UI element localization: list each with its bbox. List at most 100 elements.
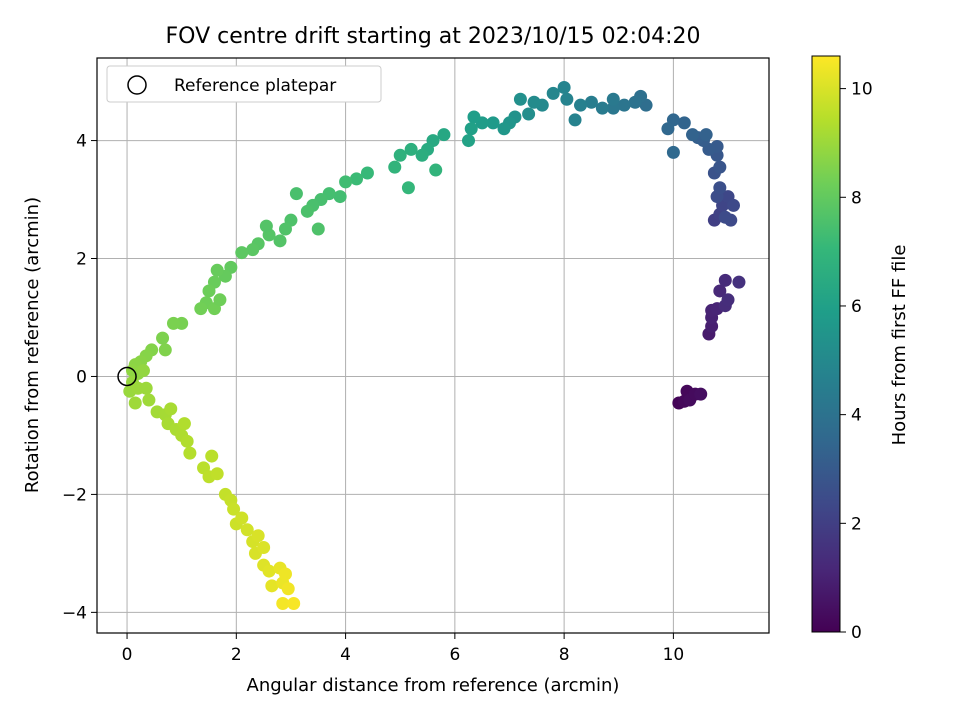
colorbar-tick-label: 8 <box>851 188 862 208</box>
colorbar-tick-label: 0 <box>851 623 862 643</box>
data-point <box>404 142 418 156</box>
data-point <box>401 181 415 195</box>
data-point <box>677 116 691 130</box>
data-point <box>718 273 732 287</box>
y-axis-ticks: −4 −2 0 2 4 <box>62 132 97 623</box>
data-point <box>568 113 582 127</box>
data-point <box>464 122 478 136</box>
data-point <box>333 190 347 204</box>
data-point <box>246 243 260 257</box>
data-point <box>546 86 560 100</box>
data-point <box>557 80 571 94</box>
y-axis-label: Rotation from reference (arcmin) <box>22 197 43 493</box>
data-point <box>139 381 153 395</box>
data-point <box>718 210 732 224</box>
data-point <box>574 98 588 112</box>
data-point <box>686 128 700 142</box>
data-point <box>360 166 374 180</box>
data-point <box>350 172 364 186</box>
data-point <box>257 540 271 554</box>
data-point <box>259 219 273 233</box>
data-point <box>278 567 292 581</box>
data-point <box>300 204 314 218</box>
data-point <box>661 122 675 136</box>
data-point <box>713 284 727 298</box>
data-point <box>166 316 180 330</box>
data-point <box>156 331 170 345</box>
legend: Reference platepar <box>106 65 382 103</box>
data-point <box>281 582 295 596</box>
data-point <box>177 417 191 431</box>
data-point <box>694 387 708 401</box>
colorbar-ticks: 0 2 4 6 8 10 <box>840 80 873 643</box>
data-points <box>123 80 746 611</box>
colorbar: 0 2 4 6 8 10 Hours from first FF file <box>811 55 910 643</box>
legend-box <box>106 65 382 103</box>
data-point <box>180 434 194 448</box>
data-point <box>486 116 500 130</box>
data-point <box>194 302 208 316</box>
reference-platepar-marker <box>117 366 137 387</box>
data-point <box>183 446 197 460</box>
y-tick-label: −4 <box>62 603 87 623</box>
data-point <box>262 564 276 578</box>
colorbar-tick-label: 2 <box>851 514 862 534</box>
data-point <box>311 222 325 236</box>
data-point <box>713 160 727 174</box>
y-tick-label: 0 <box>76 367 87 387</box>
data-point <box>289 187 303 201</box>
data-point <box>240 523 254 537</box>
data-point <box>732 275 746 289</box>
data-point <box>227 502 241 516</box>
x-axis-ticks: 0 2 4 6 8 10 <box>122 633 685 665</box>
data-point <box>287 597 301 611</box>
x-tick-label: 0 <box>122 645 133 665</box>
data-point <box>235 511 249 525</box>
data-point <box>497 122 511 136</box>
data-point <box>235 246 249 260</box>
data-point <box>462 134 476 148</box>
data-point <box>210 467 224 481</box>
plot-frame <box>96 57 770 634</box>
data-point <box>713 181 727 195</box>
data-point <box>595 101 609 115</box>
data-point <box>265 579 279 593</box>
data-point <box>467 110 481 124</box>
data-point <box>617 98 631 112</box>
data-point <box>251 529 265 543</box>
legend-open-circle-icon <box>127 75 147 95</box>
data-point <box>666 145 680 159</box>
chart-title: FOV centre drift starting at 2023/10/15 … <box>166 24 701 49</box>
data-point <box>158 343 172 357</box>
colorbar-tick-label: 10 <box>851 80 873 100</box>
data-point <box>273 234 287 248</box>
y-tick-label: 2 <box>76 250 87 270</box>
x-tick-label: 10 <box>663 645 685 665</box>
data-point <box>415 148 429 162</box>
data-point <box>437 128 451 142</box>
data-point <box>202 284 216 298</box>
plot-area <box>97 58 769 633</box>
x-tick-label: 4 <box>340 645 351 665</box>
data-point <box>339 175 353 189</box>
data-point <box>205 449 219 463</box>
data-point <box>628 95 642 109</box>
data-point <box>128 396 142 410</box>
x-tick-label: 2 <box>231 645 242 665</box>
data-point <box>522 107 536 121</box>
data-point <box>584 95 598 109</box>
x-tick-label: 6 <box>449 645 460 665</box>
colorbar-label: Hours from first FF file <box>889 245 910 446</box>
x-tick-label: 8 <box>559 645 570 665</box>
y-tick-label: 4 <box>76 132 87 152</box>
x-axis-label: Angular distance from reference (arcmin) <box>247 675 620 696</box>
colorbar-tick-label: 4 <box>851 406 862 426</box>
data-point <box>276 597 290 611</box>
legend-entry-label: Reference platepar <box>174 76 336 96</box>
y-tick-label: −2 <box>62 485 87 505</box>
data-point <box>560 92 574 106</box>
colorbar-gradient <box>811 55 841 633</box>
data-point <box>606 92 620 106</box>
data-point <box>699 128 713 142</box>
